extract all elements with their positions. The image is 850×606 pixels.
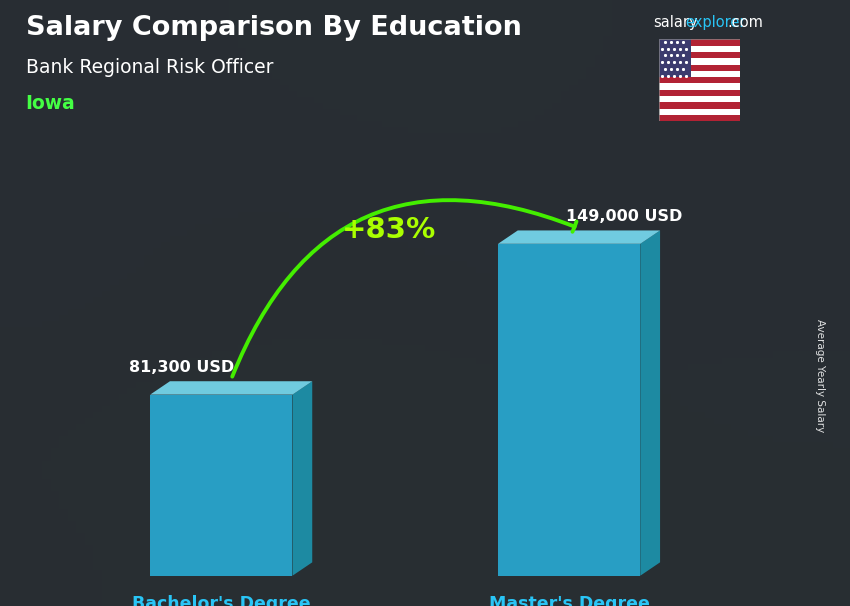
Bar xyxy=(659,84,740,90)
Bar xyxy=(659,102,740,108)
Bar xyxy=(659,45,740,52)
Text: 81,300 USD: 81,300 USD xyxy=(129,360,235,375)
Bar xyxy=(659,58,740,65)
Polygon shape xyxy=(640,230,660,576)
Bar xyxy=(659,39,740,45)
Polygon shape xyxy=(292,381,312,576)
Text: explorer: explorer xyxy=(685,15,745,30)
Polygon shape xyxy=(150,395,292,576)
Polygon shape xyxy=(150,381,312,395)
Text: +83%: +83% xyxy=(343,216,436,244)
Polygon shape xyxy=(498,244,640,576)
Bar xyxy=(659,39,691,77)
Polygon shape xyxy=(498,230,660,244)
Bar xyxy=(659,77,740,84)
Text: Bank Regional Risk Officer: Bank Regional Risk Officer xyxy=(26,58,273,76)
Bar xyxy=(659,52,740,58)
Bar xyxy=(659,108,740,115)
Bar xyxy=(659,96,740,102)
Bar xyxy=(659,90,740,96)
Text: salary: salary xyxy=(653,15,697,30)
Bar xyxy=(659,71,740,77)
Bar xyxy=(659,115,740,121)
Bar xyxy=(659,65,740,71)
Text: Salary Comparison By Education: Salary Comparison By Education xyxy=(26,15,521,41)
Text: 149,000 USD: 149,000 USD xyxy=(566,209,683,224)
Text: Average Yearly Salary: Average Yearly Salary xyxy=(815,319,825,432)
Text: Iowa: Iowa xyxy=(26,94,76,113)
Text: .com: .com xyxy=(728,15,763,30)
